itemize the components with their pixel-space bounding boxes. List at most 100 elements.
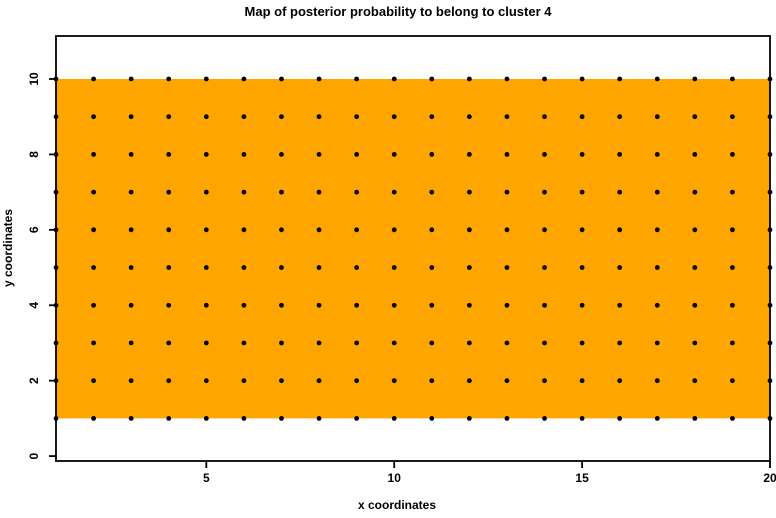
data-point bbox=[504, 227, 510, 233]
data-point bbox=[203, 114, 209, 120]
data-point bbox=[391, 340, 397, 346]
data-point bbox=[730, 189, 735, 195]
data-point bbox=[241, 227, 247, 233]
data-point bbox=[429, 227, 435, 233]
data-point bbox=[279, 227, 284, 233]
data-point bbox=[391, 415, 397, 421]
data-point bbox=[466, 265, 472, 270]
data-point bbox=[617, 340, 623, 346]
data-point bbox=[504, 302, 510, 308]
data-point bbox=[579, 340, 585, 346]
y-axis-label: y coordinates bbox=[1, 209, 15, 287]
plot-box bbox=[55, 35, 771, 462]
data-point bbox=[279, 340, 284, 346]
data-point bbox=[128, 302, 134, 308]
x-axis-label: x coordinates bbox=[358, 498, 436, 512]
data-point bbox=[730, 76, 735, 82]
data-point bbox=[241, 265, 247, 270]
data-point bbox=[354, 340, 360, 346]
data-point bbox=[504, 114, 510, 120]
x-tick-label: 20 bbox=[763, 471, 776, 485]
data-point bbox=[91, 302, 96, 308]
data-point bbox=[391, 76, 397, 82]
data-point bbox=[203, 152, 209, 157]
data-point bbox=[654, 152, 660, 157]
data-point bbox=[466, 415, 472, 421]
data-point bbox=[654, 340, 660, 346]
data-point bbox=[429, 340, 435, 346]
data-point bbox=[730, 340, 735, 346]
data-point bbox=[542, 189, 547, 195]
y-tick-label: 10 bbox=[27, 72, 41, 86]
data-point bbox=[542, 340, 547, 346]
data-point bbox=[166, 227, 172, 233]
data-point bbox=[316, 340, 322, 346]
data-point bbox=[617, 227, 623, 233]
data-point bbox=[542, 76, 547, 82]
data-point bbox=[654, 378, 660, 384]
data-point bbox=[354, 378, 360, 384]
data-point bbox=[391, 302, 397, 308]
data-point bbox=[241, 152, 247, 157]
data-point bbox=[91, 415, 96, 421]
data-point bbox=[579, 152, 585, 157]
data-point bbox=[504, 76, 510, 82]
data-point bbox=[91, 227, 96, 233]
data-point bbox=[617, 114, 623, 120]
data-point bbox=[316, 265, 322, 270]
data-point bbox=[429, 152, 435, 157]
data-point bbox=[617, 302, 623, 308]
data-point bbox=[617, 152, 623, 157]
data-point bbox=[429, 265, 435, 270]
y-tick-label: 8 bbox=[27, 151, 41, 158]
data-point bbox=[354, 189, 360, 195]
plot-area: 5 10 15 20 0 2 4 6 8 10 bbox=[27, 35, 776, 485]
data-point bbox=[542, 227, 547, 233]
data-point bbox=[692, 265, 698, 270]
data-point bbox=[128, 415, 134, 421]
data-point bbox=[429, 415, 435, 421]
probability-region bbox=[56, 78, 770, 419]
data-point bbox=[391, 227, 397, 233]
data-point bbox=[730, 227, 735, 233]
data-point bbox=[166, 415, 172, 421]
data-point bbox=[391, 189, 397, 195]
data-point bbox=[279, 76, 284, 82]
data-point bbox=[466, 302, 472, 308]
data-point bbox=[730, 378, 735, 384]
data-point bbox=[466, 114, 472, 120]
data-point bbox=[692, 189, 698, 195]
data-point bbox=[354, 76, 360, 82]
data-point bbox=[692, 227, 698, 233]
data-point bbox=[579, 302, 585, 308]
data-point bbox=[692, 114, 698, 120]
y-tick-label: 4 bbox=[27, 302, 41, 309]
data-point bbox=[241, 378, 247, 384]
data-point bbox=[692, 76, 698, 82]
data-point bbox=[654, 265, 660, 270]
data-point bbox=[128, 265, 134, 270]
data-point bbox=[466, 152, 472, 157]
data-point bbox=[579, 114, 585, 120]
data-point bbox=[617, 189, 623, 195]
data-point bbox=[542, 265, 547, 270]
data-point bbox=[466, 76, 472, 82]
x-tick-label: 10 bbox=[388, 471, 402, 485]
data-point bbox=[166, 114, 172, 120]
data-point bbox=[542, 152, 547, 157]
data-point bbox=[542, 114, 547, 120]
data-point bbox=[203, 302, 209, 308]
data-point bbox=[316, 189, 322, 195]
data-point bbox=[279, 378, 284, 384]
data-point bbox=[429, 189, 435, 195]
data-point bbox=[542, 302, 547, 308]
data-point bbox=[579, 378, 585, 384]
data-point bbox=[692, 340, 698, 346]
data-point bbox=[391, 378, 397, 384]
data-point bbox=[203, 340, 209, 346]
data-point bbox=[579, 76, 585, 82]
data-point bbox=[429, 114, 435, 120]
data-point bbox=[429, 378, 435, 384]
